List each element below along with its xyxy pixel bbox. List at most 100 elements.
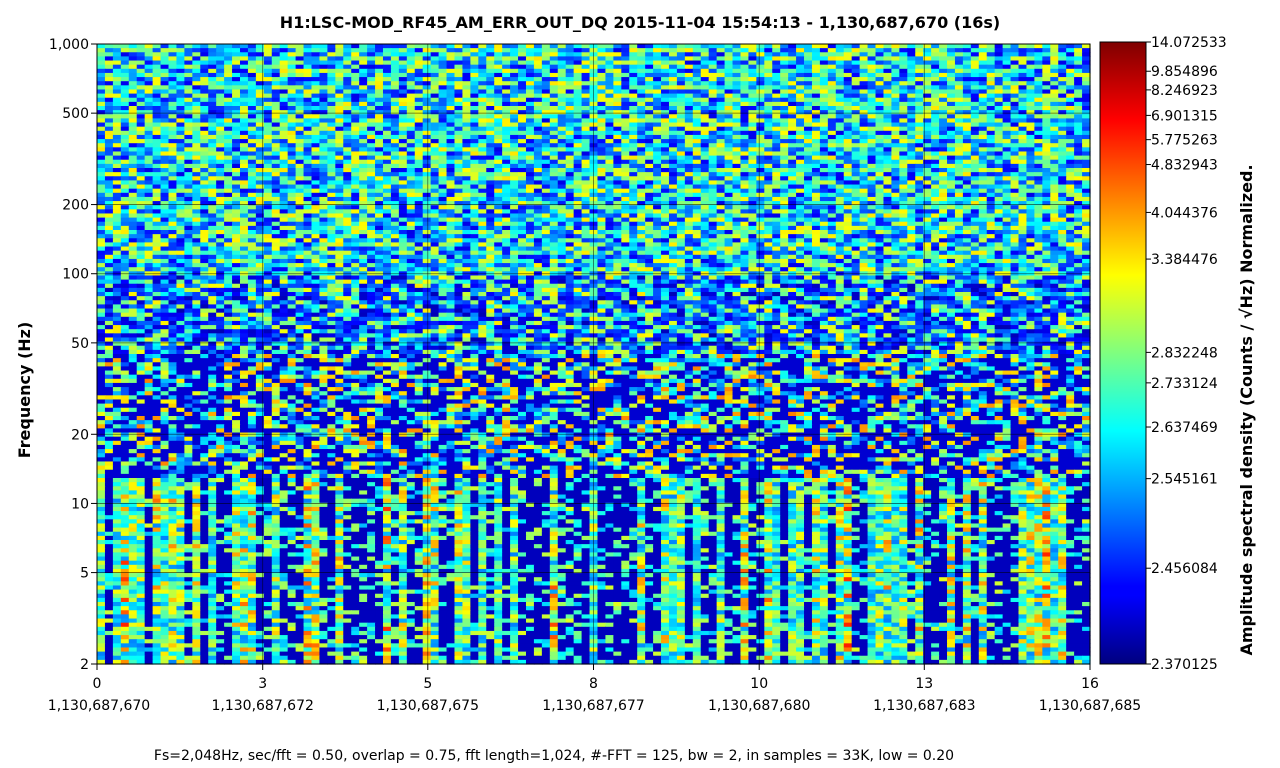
heatmap-cell bbox=[827, 64, 837, 70]
heatmap-cell bbox=[1002, 151, 1012, 157]
heatmap-cell bbox=[422, 106, 432, 111]
heatmap-cell bbox=[1018, 196, 1028, 202]
heatmap-cell bbox=[923, 110, 932, 115]
heatmap-cell bbox=[184, 139, 193, 144]
heatmap-cell bbox=[343, 176, 352, 181]
heatmap-cell bbox=[510, 106, 519, 111]
heatmap-cell bbox=[120, 130, 130, 136]
heatmap-cell bbox=[780, 180, 789, 186]
heatmap-cell bbox=[422, 118, 432, 124]
heatmap-cell bbox=[581, 89, 591, 95]
heatmap-cell bbox=[525, 89, 535, 95]
heatmap-cell bbox=[128, 60, 138, 66]
heatmap-cell bbox=[1034, 126, 1043, 132]
heatmap-cell bbox=[597, 97, 607, 103]
heatmap-cell bbox=[343, 64, 352, 70]
heatmap-cell bbox=[724, 44, 734, 49]
heatmap-cell bbox=[160, 110, 170, 115]
heatmap-cell bbox=[915, 77, 924, 82]
heatmap-cell bbox=[1082, 97, 1091, 103]
heatmap-cell bbox=[1082, 180, 1091, 186]
heatmap-cell bbox=[931, 159, 940, 165]
heatmap-cell bbox=[573, 48, 583, 53]
heatmap-cell bbox=[1058, 110, 1067, 115]
heatmap-cell bbox=[811, 163, 821, 169]
heatmap-cell bbox=[986, 126, 996, 132]
heatmap-cell bbox=[398, 64, 408, 70]
heatmap-cell bbox=[502, 188, 511, 194]
heatmap-cell bbox=[835, 126, 845, 132]
heatmap-cell bbox=[454, 163, 464, 169]
heatmap-cell bbox=[1058, 56, 1067, 62]
heatmap-cell bbox=[668, 64, 678, 70]
heatmap-cell bbox=[224, 68, 233, 74]
heatmap-cell bbox=[843, 205, 853, 210]
heatmap-cell bbox=[970, 93, 980, 99]
heatmap-cell bbox=[1018, 188, 1028, 194]
heatmap-cell bbox=[525, 155, 535, 161]
heatmap-cell bbox=[907, 56, 916, 62]
heatmap-cell bbox=[1082, 184, 1091, 190]
heatmap-cell bbox=[319, 110, 328, 115]
heatmap-cell bbox=[510, 68, 519, 74]
heatmap-cell bbox=[573, 188, 583, 194]
heatmap-cell bbox=[740, 184, 749, 190]
heatmap-cell bbox=[645, 188, 654, 194]
heatmap-cell bbox=[494, 110, 503, 115]
heatmap-cell bbox=[978, 64, 988, 70]
heatmap-cell bbox=[359, 68, 368, 74]
heatmap-cell bbox=[811, 205, 821, 210]
heatmap-cell bbox=[891, 85, 900, 91]
heatmap-cell bbox=[875, 122, 885, 128]
heatmap-cell bbox=[502, 68, 511, 74]
heatmap-cell bbox=[192, 77, 201, 82]
heatmap-cell bbox=[104, 176, 114, 181]
heatmap-cell bbox=[382, 188, 392, 194]
heatmap-cell bbox=[1018, 81, 1028, 86]
heatmap-cell bbox=[851, 188, 861, 194]
heatmap-cell bbox=[954, 205, 964, 210]
heatmap-cell bbox=[462, 196, 471, 202]
heatmap-cell bbox=[653, 89, 662, 95]
heatmap-cell bbox=[827, 85, 837, 91]
heatmap-cell bbox=[724, 60, 734, 66]
heatmap-cell bbox=[549, 155, 559, 161]
heatmap-cell bbox=[390, 130, 400, 136]
heatmap-cell bbox=[160, 163, 170, 169]
heatmap-cell bbox=[1074, 118, 1083, 124]
heatmap-cell bbox=[271, 60, 281, 66]
heatmap-cell bbox=[835, 85, 845, 91]
heatmap-cell bbox=[176, 81, 185, 86]
heatmap-cell bbox=[1034, 143, 1043, 148]
heatmap-cell bbox=[367, 143, 376, 148]
heatmap-cell bbox=[200, 68, 209, 74]
heatmap-cell bbox=[232, 81, 241, 86]
heatmap-cell bbox=[319, 89, 328, 95]
heatmap-cell bbox=[939, 52, 948, 57]
heatmap-cell bbox=[962, 159, 972, 165]
heatmap-cell bbox=[152, 180, 162, 186]
heatmap-cell bbox=[343, 172, 352, 177]
heatmap-cell bbox=[343, 163, 352, 169]
heatmap-cell bbox=[788, 60, 797, 66]
heatmap-cell bbox=[557, 159, 567, 165]
heatmap-cell bbox=[303, 93, 313, 99]
heatmap-cell bbox=[970, 159, 980, 165]
heatmap-cell bbox=[510, 176, 519, 181]
heatmap-cell bbox=[470, 60, 479, 66]
heatmap-cell bbox=[446, 122, 456, 128]
heatmap-cell bbox=[351, 159, 360, 165]
heatmap-cell bbox=[1026, 180, 1035, 186]
heatmap-cell bbox=[986, 122, 996, 128]
heatmap-cell bbox=[247, 93, 257, 99]
heatmap-cell bbox=[867, 134, 877, 140]
heatmap-cell bbox=[772, 68, 781, 74]
heatmap-cell bbox=[375, 188, 384, 194]
heatmap-cell bbox=[867, 77, 877, 82]
heatmap-cell bbox=[192, 93, 201, 99]
heatmap-cell bbox=[128, 106, 138, 111]
heatmap-cell bbox=[438, 110, 448, 115]
heatmap-cell bbox=[668, 122, 678, 128]
heatmap-cell bbox=[525, 139, 535, 144]
heatmap-cell bbox=[255, 68, 265, 74]
